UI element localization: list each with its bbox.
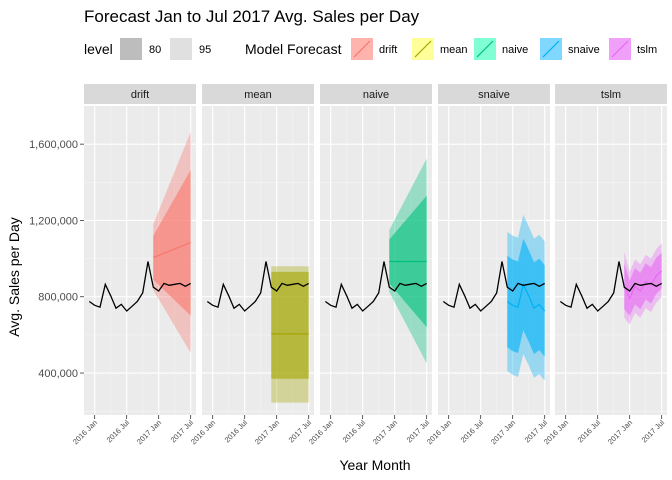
y-tick-label: 800,000	[38, 292, 78, 304]
panel-drift: drift	[84, 84, 196, 415]
legend-model-title: Model Forecast	[245, 41, 342, 57]
legend-level-key-95	[170, 38, 192, 60]
actual-line-tslm	[559, 261, 663, 312]
band-80-mean	[271, 271, 309, 379]
facet-strip-drift	[84, 84, 196, 104]
facet-label-mean: mean	[244, 89, 272, 101]
legend: level 80 95 Model Forecast drift mean naive…	[84, 38, 657, 60]
legend-level-title: level	[84, 41, 113, 57]
forecast-line-drift	[153, 241, 191, 259]
legend-level-items: 80 95	[120, 38, 211, 60]
facet-strip-snaive	[438, 84, 550, 104]
facet-strip-tslm	[555, 84, 667, 104]
panel-mean: mean	[202, 84, 314, 415]
legend-model-line-naive	[476, 40, 494, 58]
chart-title: Forecast Jan to Jul 2017 Avg. Sales per …	[84, 7, 420, 26]
legend-level-label-95: 95	[199, 44, 211, 56]
forecast-line-snaive	[506, 282, 546, 312]
legend-level-label-80: 80	[149, 44, 161, 56]
legend-model-label-snaive: snaive	[568, 44, 600, 56]
x-tick-label: 2016 Jul	[459, 418, 486, 445]
facet-label-tslm: tslm	[601, 89, 621, 101]
legend-model-items: drift mean naive snaive tslm	[351, 38, 657, 60]
x-tick-label: 2016 Jan	[307, 418, 335, 446]
facet-strip-mean	[202, 84, 314, 104]
x-tick-label: 2017 Jan	[135, 418, 163, 446]
actual-line-naive	[324, 261, 428, 312]
y-axis: 400,000 800,000 1,200,000 1,600,000	[29, 139, 84, 380]
x-tick-label: 2016 Jan	[189, 418, 217, 446]
legend-model-line-snaive	[542, 40, 560, 58]
panel-naive: naive	[320, 84, 432, 415]
facet-label-naive: naive	[363, 89, 389, 101]
y-axis-title: Avg. Sales per Day	[6, 217, 22, 337]
x-tick-label: 2017 Jan	[253, 418, 281, 446]
x-tick-label: 2016 Jan	[425, 418, 453, 446]
x-tick-label: 2017 Jan	[606, 418, 634, 446]
legend-model-line-drift	[353, 40, 371, 58]
actual-line-snaive	[442, 261, 546, 312]
y-tick-label: 1,600,000	[29, 139, 78, 151]
band-80-drift	[153, 169, 191, 316]
y-tick-label: 400,000	[38, 368, 78, 380]
legend-level-key-80	[120, 38, 142, 60]
legend-model-line-mean	[414, 40, 432, 58]
legend-model-line-tslm	[611, 40, 629, 58]
x-tick-label: 2016 Jan	[71, 418, 99, 446]
panel-tslm: tslm	[555, 84, 667, 415]
facet-label-drift: drift	[131, 89, 149, 101]
panels: drift mean naive snaive tslm	[84, 84, 667, 415]
x-tick-label: 2016 Jul	[223, 418, 250, 445]
x-tick-label: 2016 Jul	[576, 418, 603, 445]
x-tick-label: 2016 Jul	[341, 418, 368, 445]
forecast-line-tslm	[623, 270, 663, 301]
x-tick-label: 2016 Jul	[105, 418, 132, 445]
x-tick-label: 2017 Jul	[640, 418, 667, 445]
facet-label-snaive: snaive	[478, 89, 510, 101]
panel-snaive: snaive	[438, 84, 550, 415]
band-80-snaive	[507, 238, 545, 357]
legend-model-label-tslm: tslm	[637, 44, 657, 56]
x-tick-label: 2017 Jan	[371, 418, 399, 446]
x-axis-title: Year Month	[339, 457, 410, 473]
actual-line-drift	[88, 261, 192, 312]
legend-model-label-drift: drift	[379, 44, 397, 56]
legend-model-label-naive: naive	[502, 44, 528, 56]
panel-background	[555, 106, 667, 415]
facet-strip-naive	[320, 84, 432, 104]
x-tick-label: 2017 Jan	[489, 418, 517, 446]
y-tick-label: 1,200,000	[29, 215, 78, 227]
legend-model-label-mean: mean	[440, 44, 468, 56]
actual-line-mean	[206, 261, 310, 312]
